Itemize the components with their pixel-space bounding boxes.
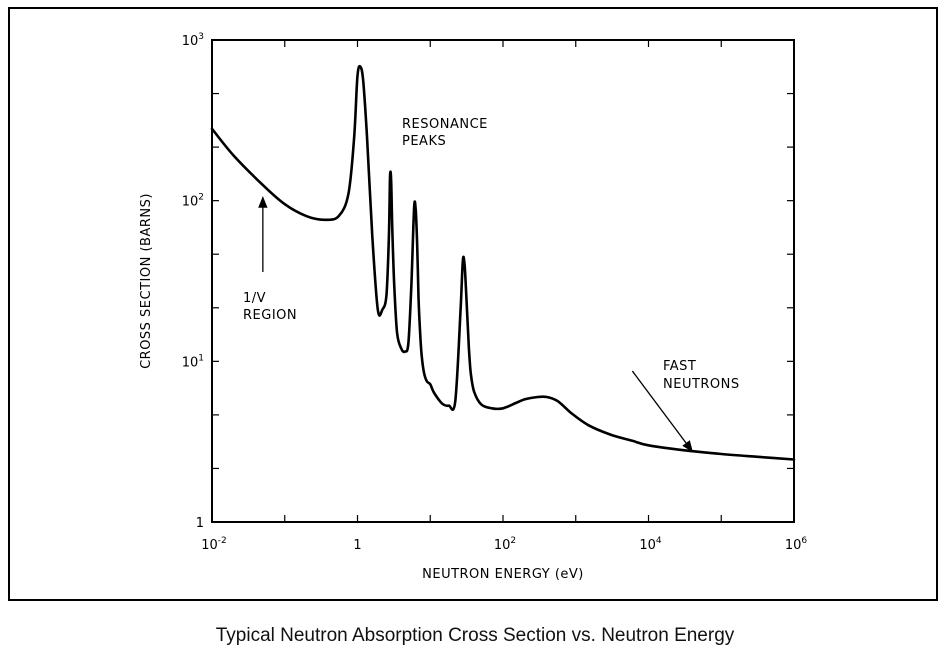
y-tick-label: 101 xyxy=(182,353,204,370)
svg-text:NEUTRONS: NEUTRONS xyxy=(663,377,740,392)
svg-text:RESONANCE: RESONANCE xyxy=(402,117,488,132)
tick-marks xyxy=(211,39,795,523)
svg-text:FAST: FAST xyxy=(663,359,696,374)
x-tick-label: 10-2 xyxy=(201,536,227,553)
cross-section-curve xyxy=(210,64,796,461)
svg-text:1/V: 1/V xyxy=(243,291,266,306)
svg-text:PEAKS: PEAKS xyxy=(402,134,446,149)
svg-text:REGION: REGION xyxy=(243,308,297,323)
x-tick-label: 104 xyxy=(639,536,662,553)
x-tick-labels: 10-2 1 102 104 106 xyxy=(201,536,807,553)
annotation-1v-region: 1/V REGION xyxy=(243,196,297,323)
figure-caption: Typical Neutron Absorption Cross Section… xyxy=(215,625,735,646)
y-tick-label: 103 xyxy=(182,32,204,49)
y-tick-labels: 1 101 102 103 xyxy=(182,32,204,531)
annotation-resonance-peaks: RESONANCE PEAKS xyxy=(402,117,488,149)
y-tick-label: 102 xyxy=(182,193,204,210)
x-tick-label: 1 xyxy=(353,538,361,553)
chart: 10-2 1 102 104 106 1 101 102 103 NEUTRON ENERGY… xyxy=(139,32,807,582)
x-axis-label: NEUTRON ENERGY (eV) xyxy=(422,567,584,582)
y-axis-label: CROSS SECTION (BARNS) xyxy=(139,193,154,369)
figure-frame xyxy=(8,7,938,601)
arrow-fast-neutrons xyxy=(631,370,693,453)
x-tick-label: 106 xyxy=(785,536,808,553)
annotation-fast-neutrons: FAST NEUTRONS xyxy=(631,359,740,453)
y-tick-label: 1 xyxy=(196,516,204,531)
plot-area xyxy=(211,39,795,523)
x-tick-label: 102 xyxy=(494,536,516,553)
